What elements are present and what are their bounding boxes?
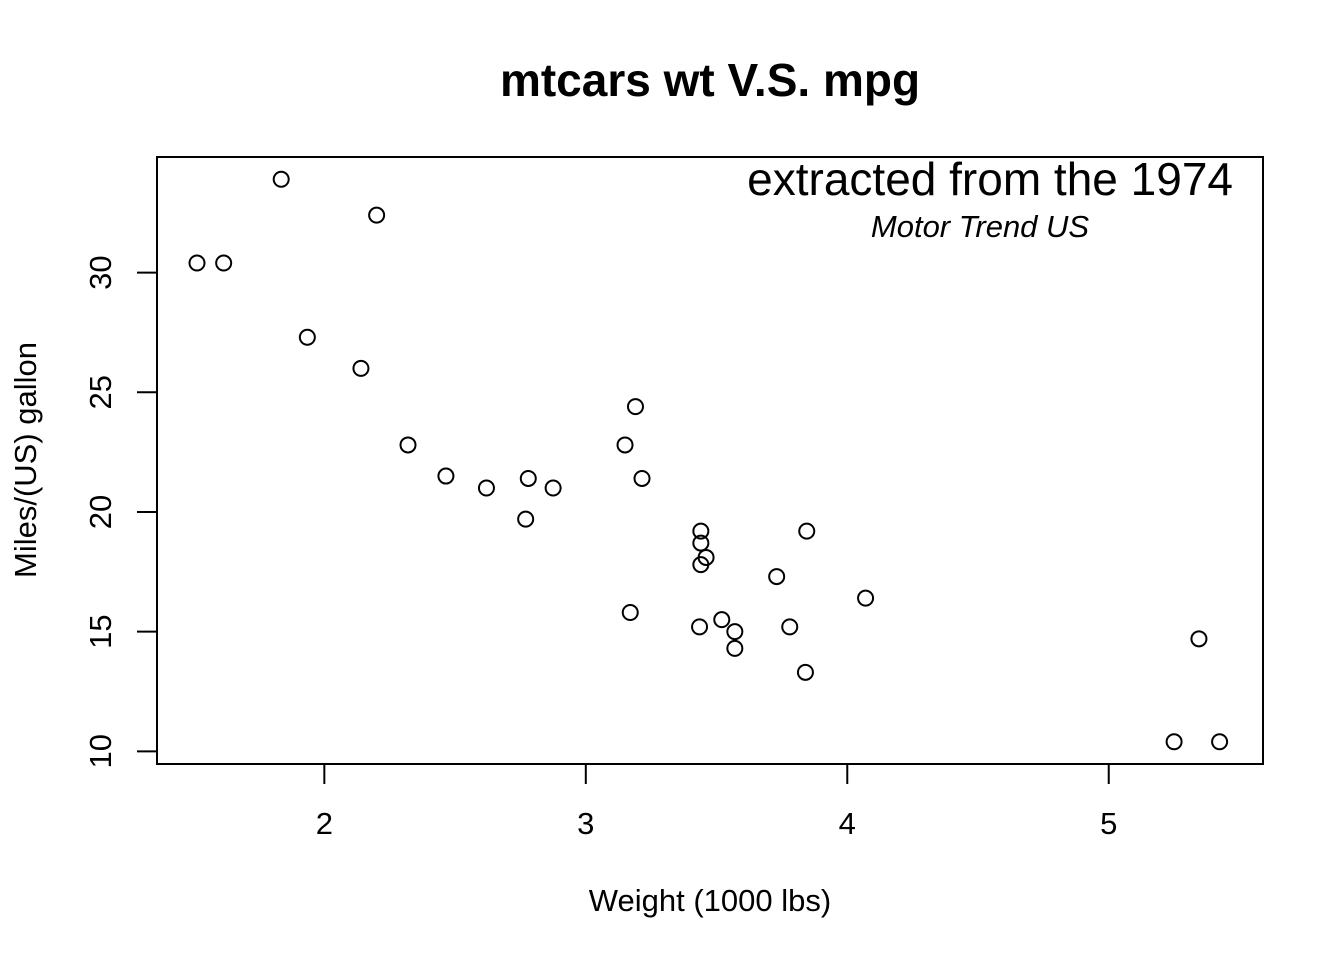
data-point: [1165, 733, 1183, 751]
y-tick-label: 15: [83, 614, 118, 648]
y-axis-label: Miles/(US) gallon: [8, 342, 43, 578]
x-tick-label: 2: [316, 806, 333, 841]
data-point: [857, 589, 875, 607]
data-point: [798, 522, 816, 540]
data-point: [368, 206, 386, 224]
data-point: [477, 479, 495, 497]
data-point: [519, 469, 537, 487]
data-point: [272, 170, 290, 188]
data-point: [616, 436, 634, 454]
data-point: [692, 556, 710, 574]
y-tick-label: 10: [83, 734, 118, 768]
data-points: [188, 170, 1229, 751]
y-tick-label: 30: [83, 255, 118, 289]
data-point: [781, 618, 799, 636]
data-point: [352, 359, 370, 377]
data-point: [188, 254, 206, 272]
x-axis: 2 3 4 5: [316, 763, 1117, 841]
data-point: [437, 467, 455, 485]
data-point: [626, 398, 644, 416]
y-tick-label: 20: [83, 495, 118, 529]
data-point: [1190, 630, 1208, 648]
y-tick-label: 25: [83, 375, 118, 409]
chart-title: mtcars wt V.S. mpg: [500, 54, 920, 106]
annotation-main: extracted from the 1974: [747, 153, 1233, 205]
data-point: [726, 639, 744, 657]
x-tick-label: 5: [1100, 806, 1117, 841]
data-point: [768, 568, 786, 586]
data-point: [691, 618, 709, 636]
data-point: [1211, 733, 1229, 751]
x-tick-label: 4: [839, 806, 856, 841]
data-point: [544, 479, 562, 497]
data-point: [726, 623, 744, 641]
data-point: [796, 663, 814, 681]
data-point: [633, 469, 651, 487]
data-point: [692, 534, 710, 552]
data-point: [713, 611, 731, 629]
data-point: [692, 522, 710, 540]
data-point: [215, 254, 233, 272]
annotation-sub: Motor Trend US: [871, 209, 1090, 244]
plot-frame: [156, 156, 1264, 765]
data-point: [399, 436, 417, 454]
y-axis: 10 15 20 25 30: [83, 255, 158, 769]
data-point: [298, 328, 316, 346]
x-axis-label: Weight (1000 lbs): [589, 883, 831, 918]
x-tick-label: 3: [577, 806, 594, 841]
data-point: [621, 603, 639, 621]
data-point: [517, 510, 535, 528]
